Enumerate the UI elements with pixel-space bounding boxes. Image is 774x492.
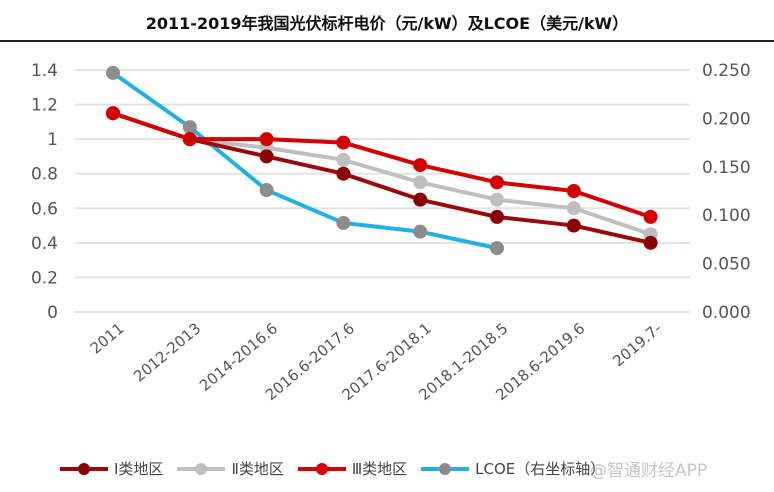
title-rule	[0, 40, 774, 42]
data-point	[643, 235, 658, 250]
data-point	[566, 218, 581, 233]
y-left-tick-label: 0.2	[31, 268, 58, 288]
series-line-3	[111, 71, 498, 251]
y-left-tick-label: 0	[47, 303, 58, 323]
watermark: @智通财经APP	[590, 461, 708, 481]
series-line-2	[112, 111, 652, 219]
data-point	[490, 175, 504, 190]
x-tick-label: 2012-2013	[130, 319, 204, 385]
data-point	[182, 132, 197, 147]
y-right-tick-label: 0.000	[702, 303, 751, 323]
legend-item: Ⅰ类地区	[60, 458, 163, 479]
data-point	[413, 192, 428, 207]
chart-title: 2011-2019年我国光伏标杆电价（元/kW）及LCOE（美元/kW）	[145, 14, 629, 33]
data-point	[259, 132, 274, 147]
y-left-tick-label: 0.8	[31, 165, 58, 185]
y-left-tick-label: 0.4	[31, 234, 58, 254]
y-left-tick-label: 0.6	[31, 199, 58, 219]
data-point	[259, 149, 274, 164]
data-point	[259, 183, 274, 198]
legend-label: LCOE（右坐标轴）	[475, 460, 606, 478]
legend-label: Ⅱ类地区	[231, 460, 284, 478]
legend-marker-icon	[421, 462, 470, 475]
x-tick-label: 2019.7-	[609, 319, 665, 370]
data-point	[182, 120, 197, 135]
x-tick-label: 2011	[87, 319, 128, 357]
data-point	[643, 209, 658, 224]
legend-marker-icon	[297, 462, 346, 475]
legend-label: Ⅲ类地区	[351, 460, 408, 478]
data-point	[490, 192, 504, 207]
legend-marker-icon	[177, 462, 226, 475]
data-point	[413, 175, 428, 190]
y-left-tick-label: 1	[47, 130, 58, 150]
data-point	[106, 65, 120, 80]
y-right-tick-label: 0.150	[702, 158, 751, 178]
data-point	[566, 201, 581, 216]
data-point	[336, 152, 351, 167]
y-right-tick-label: 0.250	[702, 61, 751, 81]
series-line-0	[112, 111, 652, 245]
data-point	[106, 106, 120, 121]
y-right-tick-label: 0.200	[702, 109, 751, 129]
legend-label: Ⅰ类地区	[114, 460, 164, 478]
data-point	[413, 224, 428, 239]
data-point	[413, 158, 428, 173]
data-point	[566, 184, 581, 198]
data-point	[336, 215, 351, 230]
data-point	[490, 241, 504, 256]
legend: Ⅰ类地区 Ⅱ类地区 Ⅲ类地区 LCOE（右坐标轴）	[60, 458, 605, 479]
legend-item: Ⅲ类地区	[297, 458, 408, 479]
legend-marker-icon	[60, 462, 108, 475]
y-right-tick-label: 0.100	[702, 206, 751, 226]
data-point	[336, 135, 351, 150]
legend-item: LCOE（右坐标轴）	[421, 458, 605, 479]
y-right-tick-label: 0.050	[702, 255, 751, 275]
data-point	[336, 166, 351, 181]
legend-item: Ⅱ类地区	[177, 458, 284, 479]
y-left-tick-label: 1.2	[31, 96, 58, 116]
y-left-tick-label: 1.4	[31, 61, 58, 81]
data-point	[490, 209, 504, 224]
